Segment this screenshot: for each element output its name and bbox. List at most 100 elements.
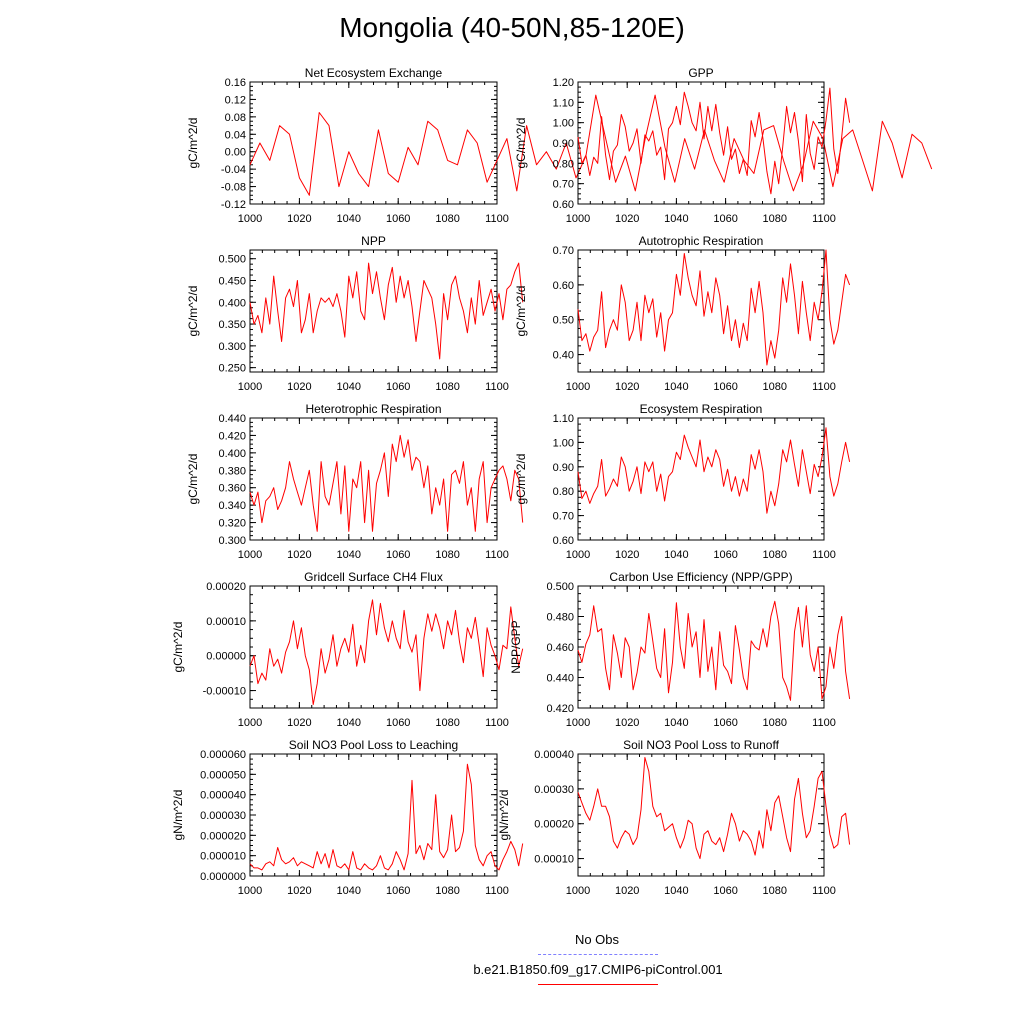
y-tick-label: 0.00040 [534,749,574,761]
panel-title-9: Soil NO3 Pool Loss to Leaching [289,738,458,752]
y-tick-label: 0.00 [225,147,246,159]
x-tick-label: 1020 [615,381,639,393]
series-line-7 [249,599,524,705]
y-axis-label-2: gC/m^2/d [514,118,528,169]
y-tick-label: 0.50 [553,315,574,327]
x-tick-label: 1000 [238,549,262,561]
x-tick-label: 1040 [664,213,688,225]
x-tick-label: 1060 [386,885,410,897]
x-tick-label: 1000 [566,549,590,561]
x-tick-label: 1040 [337,717,361,729]
y-tick-label: 0.90 [553,462,574,474]
y-tick-label: -0.04 [221,164,246,176]
y-tick-label: 0.12 [225,94,246,106]
panel-title-2: GPP [688,66,713,80]
y-tick-label: 0.70 [553,511,574,523]
y-tick-label: 0.420 [546,703,574,715]
x-tick-label: 1060 [713,717,737,729]
x-tick-label: 1020 [615,213,639,225]
series-line-6 [577,427,851,514]
panel-title-8: Carbon Use Efficiency (NPP/GPP) [609,570,792,584]
y-tick-label: 0.000050 [200,769,246,781]
y-axis-label-1: gC/m^2/d [186,118,200,169]
y-tick-label: 0.350 [218,319,246,331]
x-tick-label: 1000 [566,381,590,393]
x-tick-label: 1020 [615,717,639,729]
series-line-2 [577,87,851,195]
y-tick-label: 0.00020 [534,819,574,831]
y-tick-label: 0.60 [553,280,574,292]
plot-frame-6 [577,417,825,541]
y-tick-label: 0.500 [218,254,246,266]
y-axis-label-6: gC/m^2/d [514,454,528,505]
panel-title-6: Ecosystem Respiration [640,402,763,416]
x-tick-label: 1100 [485,381,509,393]
y-tick-label: 0.250 [218,363,246,375]
y-tick-label: 0.000030 [200,810,246,822]
y-tick-label: -0.08 [221,182,246,194]
panel-title-1: Net Ecosystem Exchange [305,66,443,80]
y-tick-label: 1.10 [553,413,574,425]
series-line-3 [249,262,524,360]
y-tick-label: 0.60 [553,535,574,547]
x-tick-label: 1040 [664,549,688,561]
y-tick-label: 0.00010 [206,616,246,628]
y-tick-label: 0.480 [546,612,574,624]
x-tick-label: 1040 [337,885,361,897]
y-axis-label-7: gC/m^2/d [171,622,185,673]
legend-line-case [538,984,658,985]
x-tick-label: 1020 [615,885,639,897]
y-tick-label: 0.90 [553,138,574,150]
x-tick-label: 1080 [763,213,787,225]
y-tick-label: 0.440 [218,413,246,425]
x-tick-label: 1100 [812,381,836,393]
x-tick-label: 1080 [435,885,459,897]
y-tick-label: 1.10 [553,97,574,109]
y-tick-label: 1.20 [553,77,574,89]
x-tick-label: 1060 [713,213,737,225]
x-tick-label: 1000 [566,213,590,225]
y-tick-label: 0.08 [225,112,246,124]
plot-frame-3 [249,249,498,373]
x-tick-label: 1080 [435,381,459,393]
x-tick-label: 1040 [337,549,361,561]
x-tick-label: 1100 [485,549,509,561]
y-tick-label: 0.000040 [200,790,246,802]
panel-title-7: Gridcell Surface CH4 Flux [304,570,443,584]
x-tick-label: 1020 [287,381,311,393]
x-tick-label: 1100 [812,213,836,225]
series-line-5 [249,434,524,532]
x-tick-label: 1020 [287,717,311,729]
x-tick-label: 1080 [763,885,787,897]
y-tick-label: 0.00010 [534,854,574,866]
x-tick-label: 1060 [386,213,410,225]
plot-frame-10 [577,753,825,877]
x-tick-label: 1020 [287,213,311,225]
y-tick-label: 0.380 [218,465,246,477]
x-tick-label: 1060 [713,549,737,561]
y-tick-label: 0.460 [546,642,574,654]
y-tick-label: 0.40 [553,350,574,362]
x-tick-label: 1000 [566,885,590,897]
y-tick-label: 0.500 [546,581,574,593]
x-tick-label: 1100 [485,885,509,897]
panel-title-5: Heterotrophic Respiration [305,402,441,416]
x-tick-label: 1000 [566,717,590,729]
y-tick-label: 0.000020 [200,830,246,842]
x-tick-label: 1100 [812,717,836,729]
x-tick-label: 1000 [238,717,262,729]
series-line-1 [249,94,933,196]
y-tick-label: 0.420 [218,430,246,442]
x-tick-label: 1020 [287,885,311,897]
panel-title-3: NPP [361,234,386,248]
y-tick-label: 0.000060 [200,749,246,761]
x-tick-label: 1080 [763,381,787,393]
plot-frame-4 [577,249,825,373]
x-tick-label: 1080 [435,549,459,561]
y-tick-label: 1.00 [553,118,574,130]
y-axis-label-10: gN/m^2/d [497,790,511,841]
x-tick-label: 1000 [238,213,262,225]
x-tick-label: 1080 [763,549,787,561]
x-tick-label: 1060 [386,717,410,729]
y-axis-label-9: gN/m^2/d [171,790,185,841]
